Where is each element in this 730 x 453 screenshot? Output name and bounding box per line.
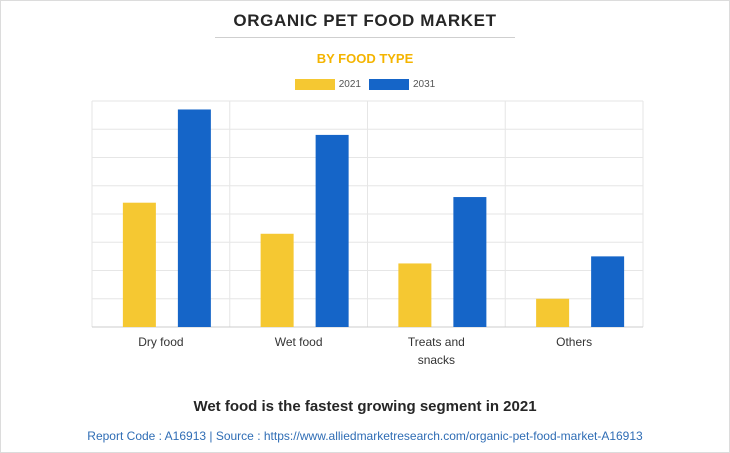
report-source-footer: Report Code : A16913 | Source : https://… (87, 429, 643, 443)
x-tick-label: Dry food (138, 335, 183, 349)
chart-insight: Wet food is the fastest growing segment … (193, 398, 537, 415)
bar-2021-0 (122, 202, 156, 327)
bar-2021-3 (536, 298, 570, 327)
x-tick-label: Treats and snacks (408, 335, 465, 367)
bar-2021-1 (260, 233, 294, 327)
bar-2031-0 (177, 109, 211, 327)
legend-item-2021: 2021 (294, 79, 361, 90)
bar-2031-1 (315, 134, 349, 327)
bar-2021-2 (398, 263, 432, 327)
x-tick-label: Others (556, 335, 592, 349)
chart-subtitle: BY FOOD TYPE (316, 51, 414, 66)
legend-swatch-2031 (369, 79, 409, 90)
bar-2031-3 (591, 256, 625, 327)
title-divider (215, 37, 515, 38)
legend-item-2031: 2031 (369, 79, 435, 90)
legend-swatch-2021 (294, 79, 335, 90)
x-tick-label: Wet food (275, 335, 323, 349)
bar-2031-2 (453, 197, 487, 327)
legend-label-2031: 2031 (413, 79, 436, 90)
legend-label-2021: 2021 (338, 79, 361, 90)
chart-title: ORGANIC PET FOOD MARKET (233, 11, 497, 30)
legend: 2021 2031 (0, 79, 730, 90)
